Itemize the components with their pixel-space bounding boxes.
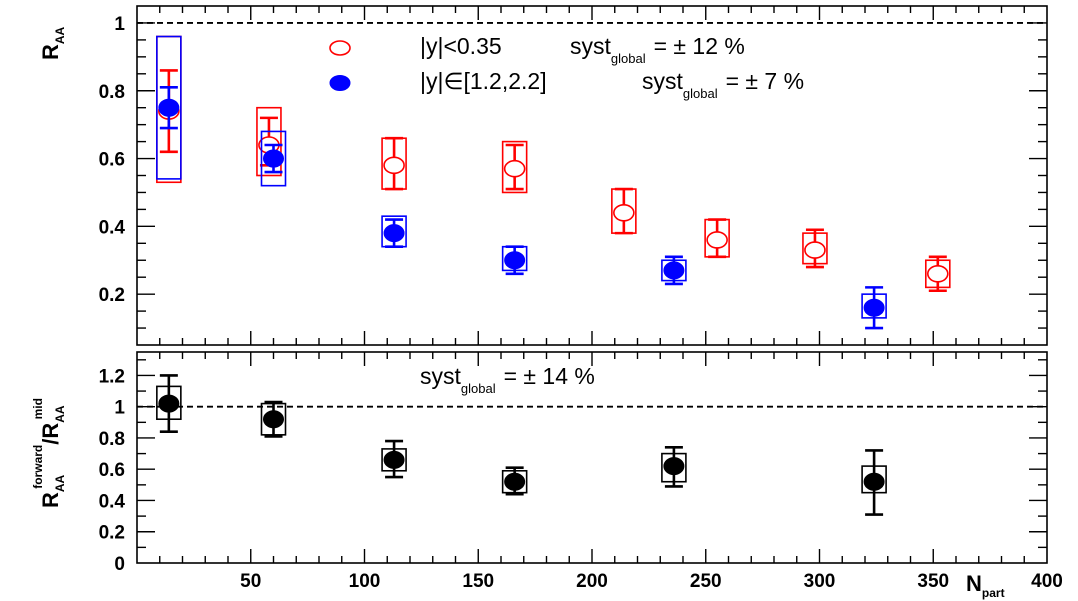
forward-marker: [663, 261, 685, 280]
legend-entry-forward: |y|∈[1.2,2.2] systglobal = ± 7 %: [420, 68, 804, 101]
ratio-marker: [263, 410, 284, 429]
annotation-syst-value: = ± 14 %: [504, 363, 595, 389]
bottom-ylabel-main: R: [38, 492, 63, 508]
ratio-point: [381, 439, 407, 479]
top-ytick-label: 0.6: [99, 150, 125, 171]
bottom-ytick-label: 1: [114, 398, 125, 419]
top-ytick-label: 0.8: [99, 82, 125, 103]
forward-point: [661, 255, 687, 286]
midrapidity-marker: [613, 203, 635, 222]
legend-syst-value: = ± 12 %: [654, 33, 745, 59]
legend-marker-open-red: [329, 40, 351, 56]
top-ylabel-sub: AA: [53, 26, 67, 44]
bottom-ylabel-main-sup: forward: [31, 445, 45, 489]
midrapidity-point: [924, 255, 951, 293]
annotation-syst-sub: global: [461, 381, 496, 396]
forward-point: [861, 286, 887, 330]
ratio-marker: [158, 394, 180, 413]
xtick-label: 300: [804, 571, 836, 592]
top-ytick-label: 1: [114, 14, 125, 35]
ratio-marker: [504, 472, 526, 491]
forward-marker: [863, 298, 885, 317]
legend: |y|<0.35 systglobal = ± 12 %|y|∈[1.2,2.2] s…: [329, 33, 804, 101]
legend-label-forward: |y|∈[1.2,2.2]: [420, 68, 547, 94]
midrapidity-point: [704, 218, 730, 259]
forward-syst-box: [260, 130, 287, 187]
bottom-y-axis-title: RAAforward/RAAmid: [31, 398, 67, 508]
bottom-ytick-label: 0.4: [99, 491, 126, 512]
x-axis-title: Npart: [966, 571, 1005, 600]
ratio-marker: [663, 457, 685, 476]
bottom-ytick-label: 0.2: [99, 523, 125, 544]
legend-syst-sub: global: [683, 86, 718, 101]
midrapidity-marker: [706, 231, 728, 249]
forward-syst-box: [156, 35, 182, 180]
midrapidity-syst-box: [256, 106, 282, 177]
ratio-point: [156, 374, 182, 434]
xtick-label: 50: [240, 571, 261, 592]
ratio-point: [260, 400, 287, 438]
midrapidity-point: [501, 140, 528, 194]
legend-syst-value: = ± 7 %: [726, 68, 804, 94]
xlabel-sub: part: [982, 586, 1005, 600]
midrapidity-marker: [926, 265, 949, 283]
top-ylabel-main: R: [38, 44, 63, 60]
forward-marker: [504, 251, 526, 270]
forward-point: [501, 245, 528, 276]
top-ytick-label: 0.4: [99, 217, 126, 238]
xlabel-main: N: [966, 571, 982, 596]
forward-marker: [383, 224, 405, 243]
forward-marker: [158, 98, 180, 117]
forward-point: [381, 215, 407, 248]
midrapidity-point: [802, 228, 828, 269]
midrapidity-syst-box: [501, 140, 528, 194]
legend-marker-filled-blue: [329, 75, 351, 91]
xtick-label: 350: [917, 571, 949, 592]
ratio-marker: [863, 472, 885, 491]
xtick-label: 100: [349, 571, 381, 592]
annotation-syst-word: syst: [420, 363, 462, 389]
bottom-ylabel-den-sup: mid: [31, 398, 45, 419]
xtick-label: 200: [576, 571, 608, 592]
bottom-panel: 0 0.2 0.4 0.6 0.8 1 1.2 50 100 150 200 250 300 350 400…: [31, 351, 1063, 600]
forward-point: [260, 130, 287, 187]
midrapidity-marker: [804, 241, 826, 259]
xtick-label: 150: [462, 571, 494, 592]
forward-point: [156, 35, 182, 180]
bottom-ytick-label: 0.8: [99, 429, 125, 450]
bottom-ytick-label: 1.2: [99, 366, 125, 387]
bottom-syst-annotation: systglobal = ± 14 %: [420, 363, 595, 396]
legend-entry-midrapidity: |y|<0.35 systglobal = ± 12 %: [420, 33, 745, 66]
bottom-ytick-label: 0.6: [99, 460, 125, 481]
ratio-point: [501, 466, 528, 496]
bottom-ytick-label: 0: [114, 554, 125, 575]
legend-syst-sub: global: [611, 51, 646, 66]
midrapidity-marker: [383, 156, 405, 175]
xtick-label: 400: [1031, 571, 1063, 592]
legend-syst-word: syst: [570, 33, 612, 59]
top-ytick-label: 0.2: [99, 285, 125, 306]
bottom-ylabel-main-sub: AA: [53, 474, 67, 492]
forward-marker: [263, 149, 284, 168]
legend-syst-word: syst: [642, 68, 684, 94]
xtick-label: 250: [690, 571, 722, 592]
top-y-axis-title: RAA: [38, 26, 67, 60]
ratio-point: [661, 446, 687, 488]
midrapidity-marker: [503, 159, 526, 178]
midrapidity-point: [381, 136, 407, 191]
bottom-ylabel-sep: /R: [38, 423, 63, 445]
legend-label-mid: |y|<0.35: [420, 33, 502, 59]
ratio-point: [861, 449, 887, 516]
ratio-marker: [383, 450, 405, 469]
bottom-ylabel-den-sub: AA: [53, 405, 67, 423]
midrapidity-point: [611, 187, 637, 235]
